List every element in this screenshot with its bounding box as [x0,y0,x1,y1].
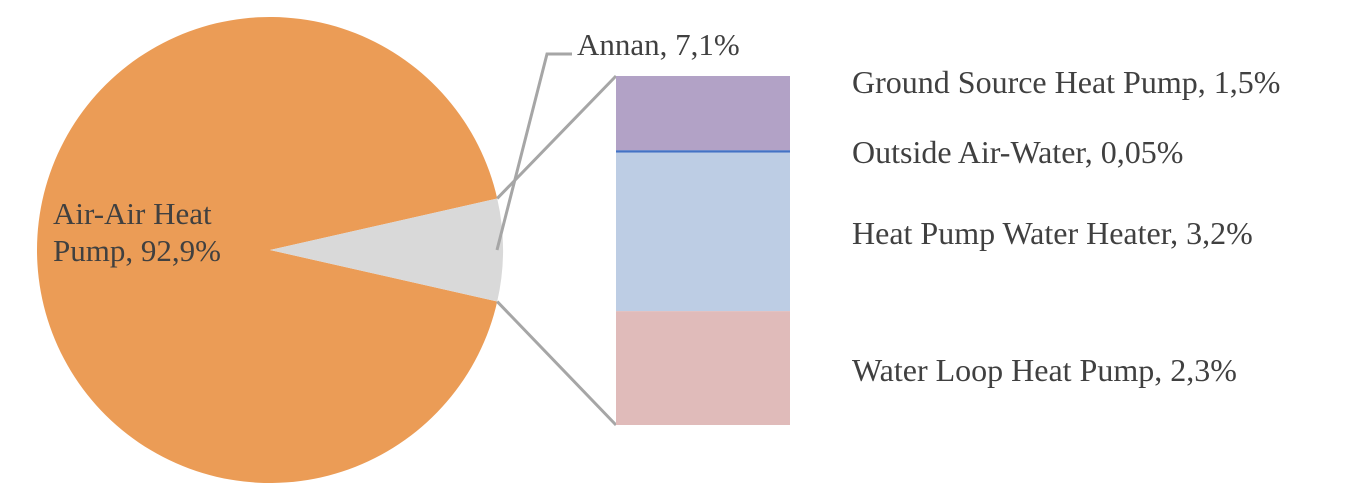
bar-label-heat-pump-water-heater: Heat Pump Water Heater, 3,2% [852,215,1253,251]
bar-label-outside-air-water: Outside Air-Water, 0,05% [852,134,1183,170]
connector-line-top [496,74,618,200]
bar-segment-water-loop-heat-pump [616,311,790,425]
label-group: Air-Air Heat Pump, 92,9% Annan, 7,1% Ground… [53,27,1280,388]
pie-label-line: Pump, 92,9% [53,233,221,268]
bar-segment-outside-air-water [616,150,790,153]
stacked-bar-group [616,76,790,425]
pie-label-leader-line [495,52,572,251]
bar-segment-heat-pump-water-heater [616,152,790,312]
pie-group [36,16,503,484]
connector-lines [495,52,618,427]
bar-label-ground-source-heat-pump: Ground Source Heat Pump, 1,5% [852,64,1280,100]
pie-slice-annan [270,198,503,302]
pie-slice-air-air-heat-pump [36,16,498,484]
connector-line-bottom [496,300,618,427]
bar-label-water-loop-heat-pump: Water Loop Heat Pump, 2,3% [852,352,1237,388]
pie-label-air-air-heat-pump: Air-Air Heat Pump, 92,9% [53,196,221,268]
pie-label-annan: Annan, 7,1% [577,27,740,62]
bar-segment-ground-source-heat-pump [616,76,790,151]
pie-label-line: Air-Air Heat [53,196,212,231]
